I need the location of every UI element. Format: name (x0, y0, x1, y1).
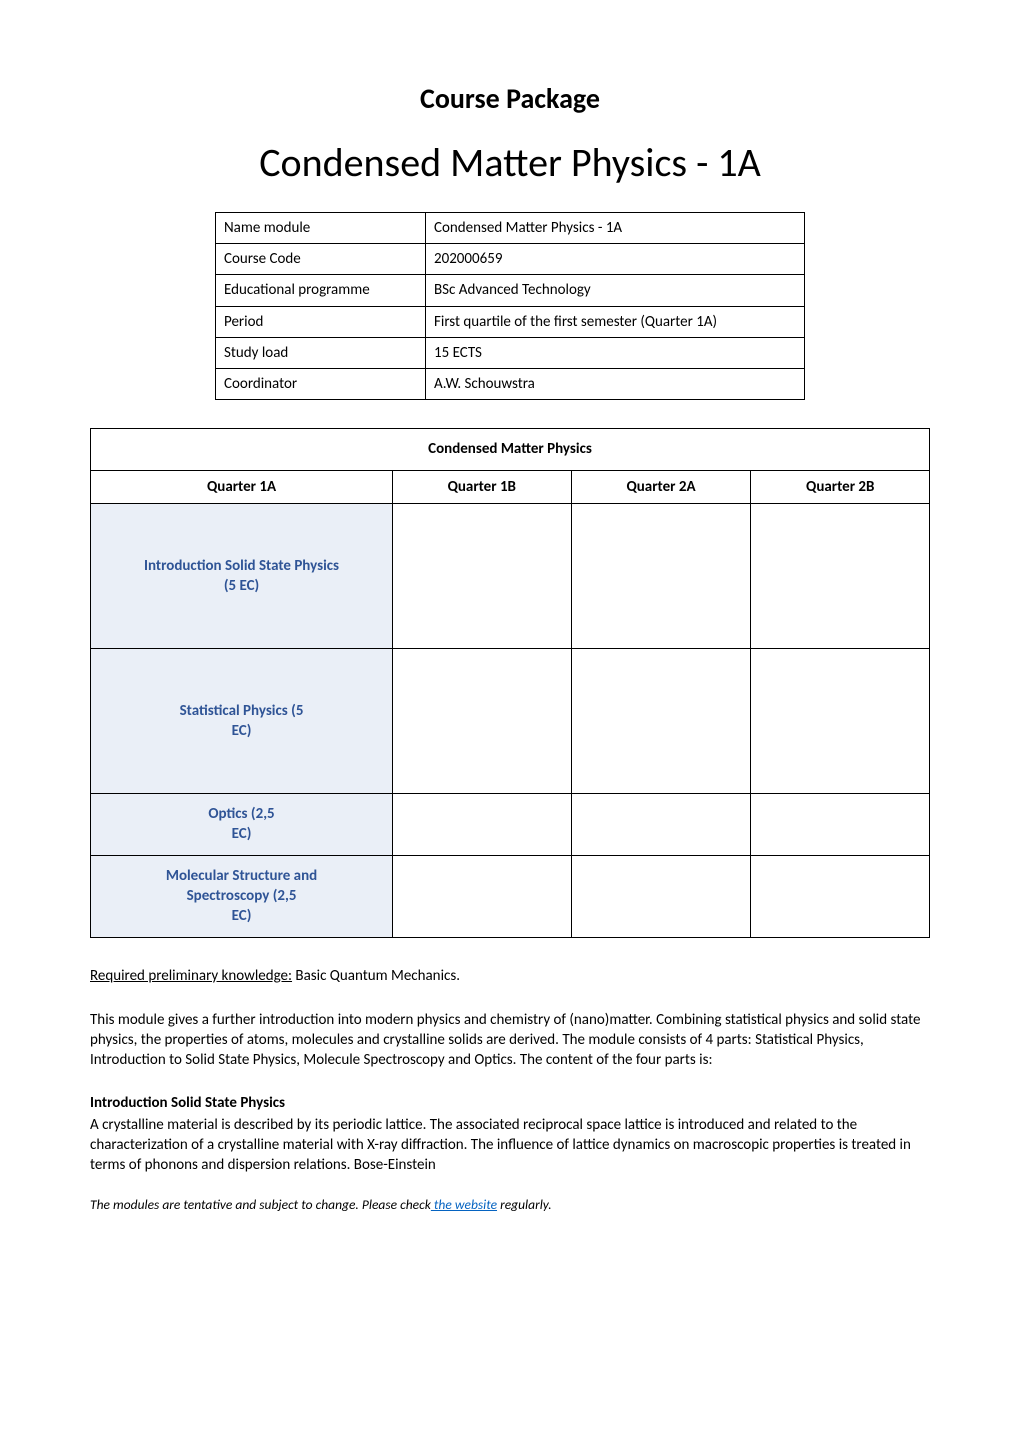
info-label: Name module (216, 212, 426, 243)
course-cell-intro-ssp: Introduction Solid State Physics (5 EC) (91, 503, 393, 648)
info-label: Coordinator (216, 369, 426, 400)
quarters-title: Condensed Matter Physics (91, 429, 930, 470)
course-cell-optics: Optics (2,5 EC) (91, 793, 393, 855)
info-label: Study load (216, 337, 426, 368)
empty-cell (393, 855, 571, 937)
footer-note: The modules are tentative and subject to… (90, 1196, 930, 1214)
info-label: Period (216, 306, 426, 337)
info-value: A.W. Schouwstra (426, 369, 805, 400)
section-body-intro-ssp: A crystalline material is described by i… (90, 1115, 930, 1176)
info-value: First quartile of the first semester (Qu… (426, 306, 805, 337)
empty-cell (751, 503, 930, 648)
course-line: Spectroscopy (2,5 (187, 887, 297, 905)
empty-cell (751, 793, 930, 855)
footer-link[interactable]: the website (431, 1196, 497, 1213)
empty-cell (393, 793, 571, 855)
info-label: Course Code (216, 244, 426, 275)
prelim-text: Basic Quantum Mechanics. (292, 967, 460, 985)
table-row: Statistical Physics (5 EC) (91, 648, 930, 793)
course-line: Introduction Solid State Physics (144, 557, 339, 575)
table-row: Coordinator A.W. Schouwstra (216, 369, 805, 400)
info-value: 15 ECTS (426, 337, 805, 368)
course-line: (5 EC) (224, 577, 259, 595)
table-row: Study load 15 ECTS (216, 337, 805, 368)
table-header-row: Condensed Matter Physics (91, 429, 930, 470)
course-line: EC) (232, 907, 252, 925)
section-heading-intro-ssp: Introduction Solid State Physics (90, 1093, 930, 1113)
empty-cell (571, 793, 751, 855)
table-row: Name module Condensed Matter Physics - 1… (216, 212, 805, 243)
course-line: Statistical Physics (5 (180, 702, 304, 720)
prelim-label: Required preliminary knowledge: (90, 967, 292, 985)
info-value: BSc Advanced Technology (426, 275, 805, 306)
course-line: EC) (232, 825, 252, 843)
info-value: Condensed Matter Physics - 1A (426, 212, 805, 243)
empty-cell (393, 648, 571, 793)
footer-pre: The modules are tentative and subject to… (90, 1196, 431, 1213)
empty-cell (571, 503, 751, 648)
table-subheader-row: Quarter 1A Quarter 1B Quarter 2A Quarter… (91, 470, 930, 503)
table-row: Course Code 202000659 (216, 244, 805, 275)
table-row: Educational programme BSc Advanced Techn… (216, 275, 805, 306)
table-row: Molecular Structure and Spectroscopy (2,… (91, 855, 930, 937)
column-header: Quarter 1A (91, 470, 393, 503)
empty-cell (571, 648, 751, 793)
table-row: Period First quartile of the first semes… (216, 306, 805, 337)
table-row: Introduction Solid State Physics (5 EC) (91, 503, 930, 648)
page-title: Condensed Matter Physics - 1A (90, 136, 930, 190)
heading-course-package: Course Package (90, 80, 930, 118)
info-table: Name module Condensed Matter Physics - 1… (215, 212, 805, 401)
info-label: Educational programme (216, 275, 426, 306)
column-header: Quarter 1B (393, 470, 571, 503)
empty-cell (571, 855, 751, 937)
course-line: Molecular Structure and (166, 867, 317, 885)
empty-cell (751, 648, 930, 793)
empty-cell (393, 503, 571, 648)
quarters-table: Condensed Matter Physics Quarter 1A Quar… (90, 428, 930, 937)
column-header: Quarter 2B (751, 470, 930, 503)
course-cell-stat-physics: Statistical Physics (5 EC) (91, 648, 393, 793)
column-header: Quarter 2A (571, 470, 751, 503)
course-cell-molecular: Molecular Structure and Spectroscopy (2,… (91, 855, 393, 937)
course-line: EC) (232, 722, 252, 740)
empty-cell (751, 855, 930, 937)
intro-paragraph: This module gives a further introduction… (90, 1010, 930, 1071)
course-line: Optics (2,5 (208, 805, 274, 823)
prelim-knowledge: Required preliminary knowledge: Basic Qu… (90, 966, 930, 986)
info-value: 202000659 (426, 244, 805, 275)
table-row: Optics (2,5 EC) (91, 793, 930, 855)
footer-post: regularly. (497, 1196, 552, 1213)
